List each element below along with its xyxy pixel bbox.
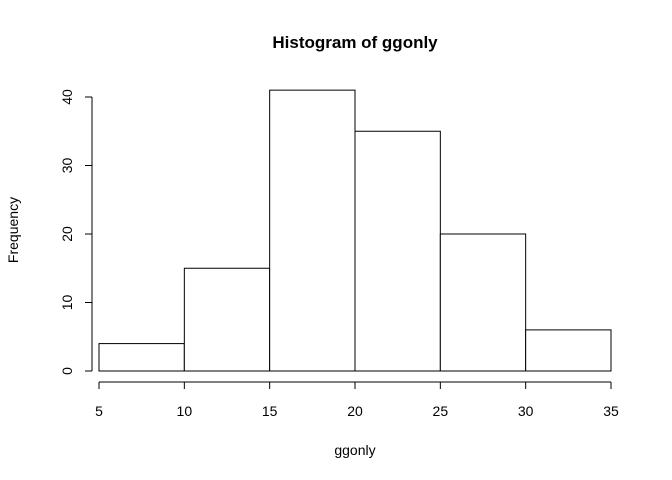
- y-tick-label: 40: [59, 89, 75, 105]
- chart-title: Histogram of ggonly: [272, 33, 438, 52]
- x-tick-label: 5: [95, 403, 103, 419]
- histogram-bar-10-15: [183, 267, 271, 372]
- y-tick-label: 0: [59, 367, 75, 375]
- y-axis-label: Frequency: [5, 197, 21, 263]
- x-axis-label: ggonly: [334, 442, 375, 458]
- bars-group: [98, 89, 612, 372]
- x-axis: 5 10 15 20 25 30 35: [95, 381, 619, 419]
- y-tick-label: 10: [59, 295, 75, 311]
- y-tick-label: 20: [59, 226, 75, 242]
- histogram-bar-15-20: [269, 89, 356, 372]
- x-tick-label: 20: [347, 403, 363, 419]
- x-tick-label: 10: [177, 403, 193, 419]
- y-tick-label: 30: [59, 158, 75, 174]
- x-tick-label: 15: [262, 403, 278, 419]
- x-tick-label: 30: [518, 403, 534, 419]
- histogram-bar-20-25: [354, 130, 441, 372]
- histogram-bar-30-35: [525, 329, 612, 372]
- x-tick-label: 25: [433, 403, 449, 419]
- histogram-bar-25-30: [439, 233, 527, 372]
- x-tick-label: 35: [603, 403, 619, 419]
- histogram-bar-5-10: [98, 343, 185, 372]
- y-axis: 0 10 20 30 40: [59, 89, 93, 375]
